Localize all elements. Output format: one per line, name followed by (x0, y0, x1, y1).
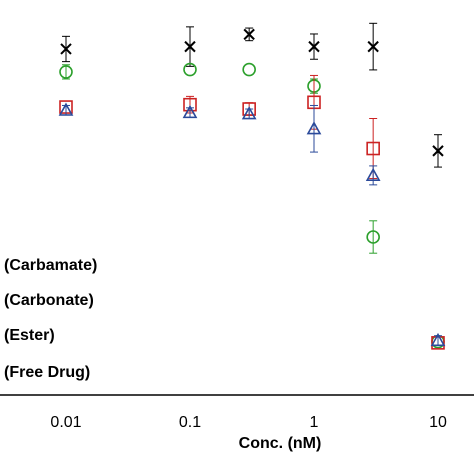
legend-label-free-drug: (Free Drug) (4, 364, 90, 381)
triangle-marker (241, 106, 257, 120)
point-triangle-3 (306, 104, 322, 153)
x-marker (367, 40, 379, 53)
point-triangle-4 (365, 165, 381, 186)
x-axis-title: Conc. (nM) (239, 435, 322, 452)
point-circle-2 (242, 62, 256, 77)
series-x (60, 22, 444, 168)
x-marker (243, 28, 255, 41)
triangle-marker (182, 104, 198, 119)
circle-marker (366, 230, 380, 244)
circle-marker (183, 62, 197, 77)
square-marker (366, 141, 380, 156)
x-marker (184, 40, 196, 53)
series-circle (59, 62, 445, 349)
point-triangle-2 (241, 106, 257, 120)
point-x-4 (367, 22, 379, 71)
x-tick-label-0.01: 0.01 (50, 414, 81, 431)
x-marker (308, 40, 320, 53)
point-circle-4 (366, 220, 380, 254)
x-tick-labels: 0.01 0.1 1 10 (50, 414, 447, 431)
circle-marker (242, 62, 256, 77)
series-square (59, 74, 445, 350)
series-triangle (58, 102, 446, 347)
point-circle-0 (59, 64, 73, 80)
x-tick-label-0.1: 0.1 (179, 414, 201, 431)
x-tick-label-10: 10 (429, 414, 447, 431)
point-circle-1 (183, 62, 197, 77)
legend-label-carbamate: (Carbamate) (4, 257, 97, 274)
data-points-layer (58, 22, 446, 350)
circle-marker (59, 65, 73, 79)
x-marker (432, 145, 444, 157)
legend-label-ester: (Ester) (4, 327, 55, 344)
point-x-0 (60, 35, 72, 63)
legend: (Carbamate) (Carbonate) (Ester) (Free Dr… (4, 257, 97, 381)
point-triangle-0 (58, 102, 74, 116)
point-x-5 (432, 134, 444, 168)
point-triangle-1 (182, 104, 198, 119)
point-x-2 (243, 27, 255, 42)
point-x-1 (184, 26, 196, 67)
triangle-marker (58, 102, 74, 116)
triangle-marker (306, 121, 322, 135)
x-marker (60, 43, 72, 55)
x-tick-label-1: 1 (310, 414, 319, 431)
triangle-marker (365, 167, 381, 181)
legend-label-carbonate: (Carbonate) (4, 292, 94, 309)
point-x-3 (308, 33, 320, 60)
triangle-marker (430, 332, 446, 347)
point-triangle-5 (430, 332, 446, 347)
